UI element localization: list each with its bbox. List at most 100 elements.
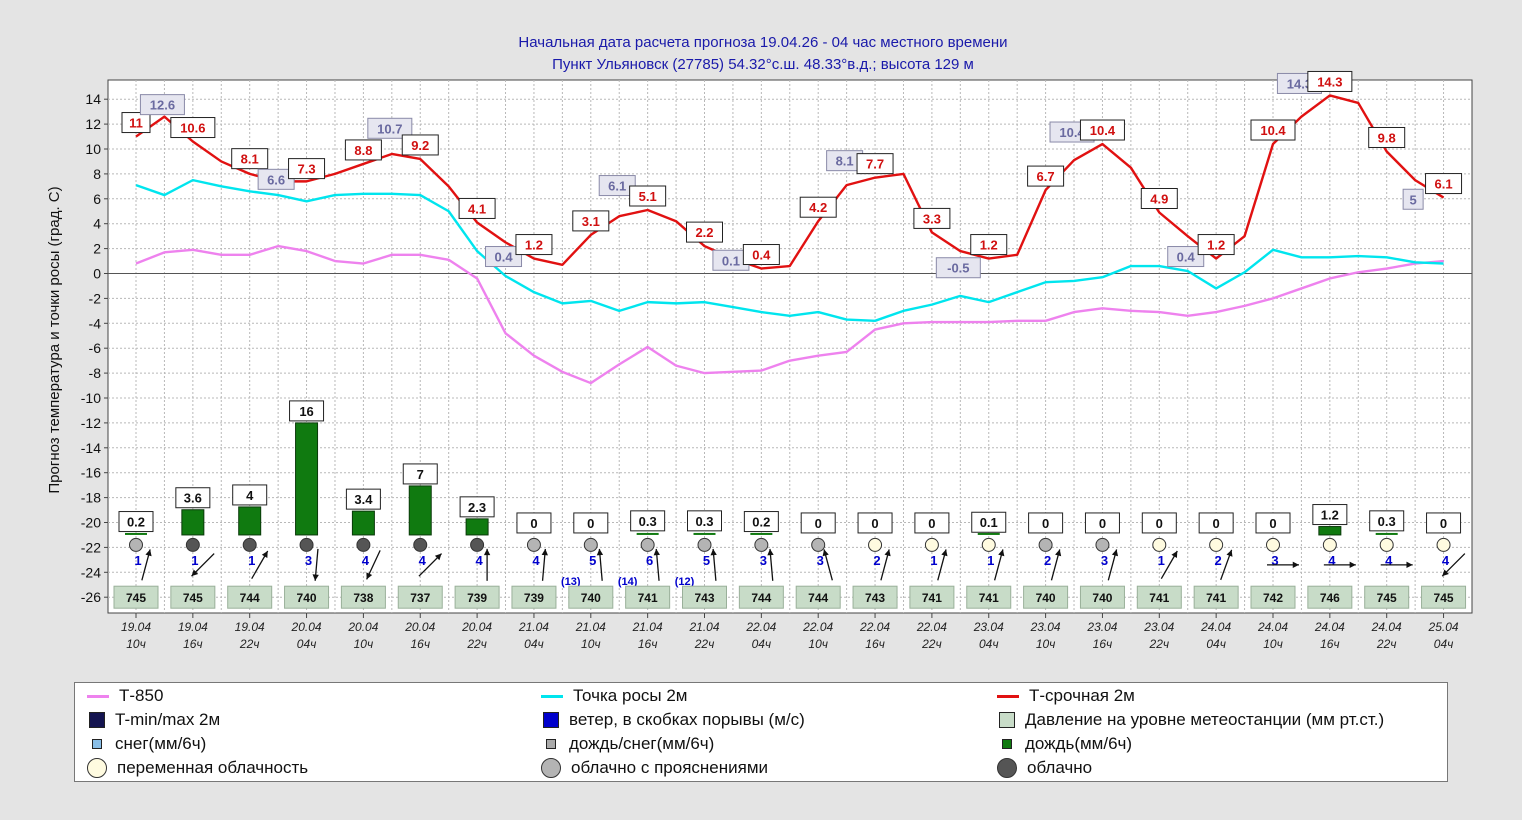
wind-arrow-head	[822, 549, 829, 557]
legend-line-swatch	[541, 694, 563, 698]
temp-max-label: 1.2	[1207, 238, 1225, 253]
legend-small-square-swatch	[1002, 739, 1012, 749]
temp-min-label: 14.3	[1287, 76, 1312, 91]
pressure-box	[568, 585, 614, 609]
wind-gust: (14)	[618, 576, 638, 588]
x-tick-date: 19.04	[121, 620, 151, 634]
pressure-box	[909, 585, 955, 609]
temp-max-label-box	[121, 112, 151, 134]
temp-max-label: 8.8	[354, 143, 372, 158]
x-tick-hour: 22ч	[1376, 637, 1397, 651]
temp-max-label: 3.3	[923, 211, 941, 226]
cloud-icon	[583, 537, 598, 552]
wind-arrow-head	[145, 549, 152, 557]
temp-max-label: 2.2	[695, 225, 713, 240]
precip-label-box	[687, 510, 722, 532]
wind-gust: (13)	[561, 576, 581, 588]
precip-label: 0	[871, 516, 878, 531]
wind-speed: 6	[646, 553, 653, 568]
series-line-dew	[135, 178, 1444, 323]
legend-small-square-swatch	[92, 739, 102, 749]
legend-item: Т-850	[83, 685, 163, 707]
precip-label: 0.3	[1378, 514, 1396, 529]
cloud-icon	[1038, 537, 1053, 552]
legend-label: ветер, в скобках порывы (м/с)	[569, 710, 805, 729]
y-tick-label: -14	[81, 440, 101, 456]
precip-label: 16	[299, 404, 313, 419]
x-tick-date: 23.04	[1086, 620, 1117, 634]
wind-gust: (12)	[675, 576, 695, 588]
precip-label: 0	[1440, 516, 1447, 531]
wind-arrow-head	[1349, 561, 1356, 569]
wind-arrow-head	[1442, 569, 1449, 577]
wind-arrow-head	[434, 553, 442, 561]
precip-label-box	[1369, 510, 1405, 532]
precip-bar	[295, 422, 319, 536]
temp-max-label: 9.8	[1378, 130, 1396, 145]
y-tick-label: -26	[81, 589, 101, 605]
wind-arrow-head	[366, 572, 373, 580]
precip-label-box	[1084, 512, 1120, 534]
pressure-box	[1364, 585, 1410, 609]
precip-label: 0.3	[639, 514, 657, 529]
precip-bar	[1318, 526, 1342, 536]
wind-speed: 1	[930, 553, 937, 568]
temp-max-label-box	[799, 196, 837, 218]
pressure-box	[397, 585, 443, 609]
temp-max-label-box	[344, 139, 382, 161]
temp-max-label: 4.2	[809, 200, 827, 215]
pressure-box	[682, 585, 727, 609]
x-tick-hour: 10ч	[581, 637, 601, 651]
x-tick-date: 22.04	[802, 620, 833, 634]
precip-label-box	[459, 496, 495, 518]
x-tick-date: 20.04	[404, 620, 435, 634]
cloud-icon	[640, 537, 655, 552]
y-tick-label: -18	[81, 490, 101, 506]
pressure-label: 738	[353, 591, 373, 605]
temp-min-label-box	[1167, 246, 1205, 268]
temp-min-label-box	[257, 168, 295, 190]
x-tick-hour: 16ч	[865, 637, 885, 651]
temp-min-label: 10.7	[377, 121, 402, 136]
pressure-label: 745	[126, 591, 146, 605]
precip-bar	[977, 532, 1000, 535]
y-tick-label: -2	[89, 290, 102, 306]
temp-max-label: 3.1	[582, 214, 600, 229]
y-tick-label: -6	[89, 340, 102, 356]
pressure-label: 742	[1263, 591, 1283, 605]
x-tick-hour: 22ч	[1149, 637, 1170, 651]
temp-min-label: 0.1	[722, 253, 740, 268]
wind-arrow-head	[1055, 549, 1062, 557]
x-tick-hour: 22ч	[466, 637, 487, 651]
legend-label: снег(мм/6ч)	[115, 734, 207, 753]
cloud-icon	[697, 537, 712, 552]
legend-square-swatch	[543, 712, 559, 728]
temp-max-label: 11	[129, 116, 143, 131]
wind-speed: 4	[532, 553, 540, 568]
temp-min-label-box	[367, 117, 413, 139]
pressure-box	[1250, 585, 1296, 609]
pressure-box	[1421, 585, 1467, 609]
precip-label-box	[289, 400, 325, 422]
x-tick-date: 20.04	[291, 620, 322, 634]
precip-label-box	[1426, 512, 1462, 534]
temp-min-label: 6.6	[267, 172, 285, 187]
precip-label-box	[1028, 512, 1064, 534]
pressure-label: 743	[865, 591, 885, 605]
x-tick-date: 21.04	[575, 620, 606, 634]
legend-line-swatch	[997, 694, 1019, 698]
precip-label-box	[971, 511, 1007, 533]
plot-area: 14121086420-2-4-6-8-10-12-14-16-18-20-22…	[81, 70, 1473, 651]
pressure-label: 741	[638, 591, 658, 605]
y-tick-label: -10	[81, 390, 101, 406]
x-tick-hour: 04ч	[524, 637, 544, 651]
y-tick-label: 4	[93, 216, 101, 232]
temp-max-label: 6.7	[1037, 169, 1055, 184]
x-tick-date: 22.04	[745, 620, 776, 634]
x-tick-date: 19.04	[178, 620, 208, 634]
wind-arrow-head	[596, 548, 604, 556]
y-tick-label: 6	[93, 191, 101, 207]
temp-max-label: 10.4	[1260, 123, 1286, 138]
legend-label: Точка росы 2м	[573, 686, 688, 705]
legend-label: облачно с прояснениями	[571, 758, 769, 777]
